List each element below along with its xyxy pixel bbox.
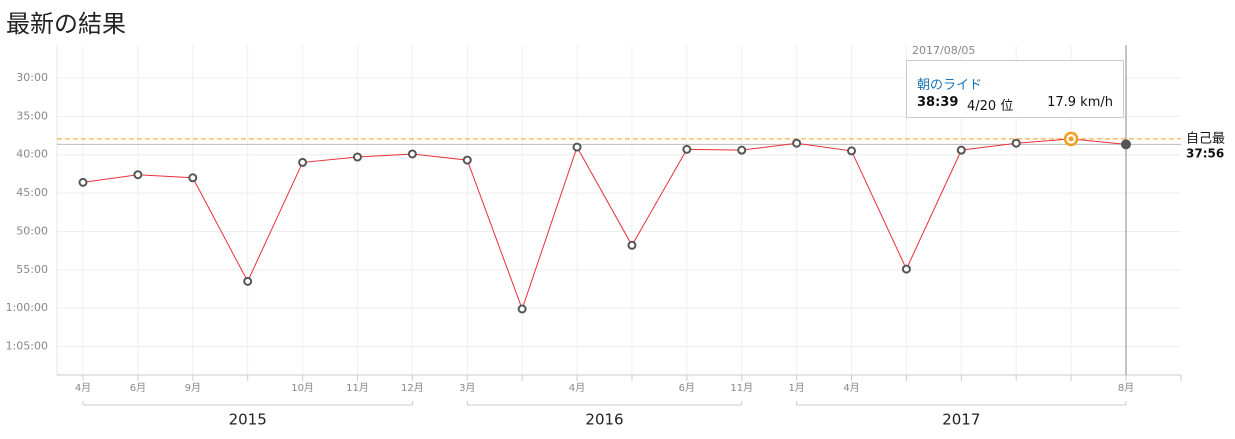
x-tick-label: 10月 xyxy=(291,382,314,394)
x-tick-label: 11月 xyxy=(730,382,753,394)
y-tick-label: 50:00 xyxy=(16,224,48,237)
tooltip: 朝のライド 38:39 4/20 位 17.9 km/h xyxy=(906,60,1124,118)
point xyxy=(847,146,857,156)
point xyxy=(737,145,747,155)
personal-best-label: 自己最 xyxy=(1186,131,1225,146)
point xyxy=(572,142,582,152)
x-tick-label: 4月 xyxy=(843,382,859,394)
x-tick-label: 1月 xyxy=(788,382,804,394)
year-label: 2017 xyxy=(942,411,980,429)
tooltip-date: 2017/08/05 xyxy=(912,44,976,57)
personal-best-value: 37:56 xyxy=(1186,146,1224,160)
point xyxy=(298,157,308,167)
tooltip-time: 38:39 xyxy=(917,95,959,110)
point xyxy=(627,240,637,250)
point xyxy=(517,304,527,314)
x-tick-label: 3月 xyxy=(459,382,475,394)
point xyxy=(243,276,253,286)
series-line xyxy=(82,138,1127,311)
point xyxy=(792,138,802,148)
tooltip-speed: 17.9 km/h xyxy=(1047,95,1113,110)
year-label: 2015 xyxy=(229,411,267,429)
point xyxy=(462,155,472,165)
tooltip-name[interactable]: 朝のライド xyxy=(917,78,983,93)
year-label: 2016 xyxy=(585,411,623,429)
point xyxy=(1011,138,1021,148)
y-tick-label: 1:05:00 xyxy=(6,340,48,353)
x-tick-label: 4月 xyxy=(75,382,91,394)
point xyxy=(133,170,143,180)
y-tick-label: 30:00 xyxy=(16,71,48,84)
highlight-dot xyxy=(1068,136,1074,142)
y-tick-label: 55:00 xyxy=(16,263,48,276)
point xyxy=(188,173,198,183)
y-tick-label: 45:00 xyxy=(16,186,48,199)
x-tick-label: 11月 xyxy=(346,382,369,394)
x-tick-label: 8月 xyxy=(1118,382,1134,394)
x-tick-label: 6月 xyxy=(679,382,695,394)
x-tick-label: 9月 xyxy=(185,382,201,394)
point xyxy=(901,264,911,274)
point xyxy=(956,145,966,155)
y-tick-label: 1:00:00 xyxy=(6,301,48,314)
tooltip-rank: 4/20 位 xyxy=(967,99,1014,114)
y-tick-label: 35:00 xyxy=(16,109,48,122)
point xyxy=(407,149,417,159)
point xyxy=(682,144,692,154)
x-tick-label: 12月 xyxy=(401,382,424,394)
chart-title: 最新の結果 xyxy=(6,10,126,38)
point xyxy=(1121,139,1131,150)
point xyxy=(78,177,88,187)
point xyxy=(352,152,362,162)
x-tick-label: 6月 xyxy=(130,382,146,394)
y-tick-label: 40:00 xyxy=(16,148,48,161)
x-tick-label: 4月 xyxy=(569,382,585,394)
